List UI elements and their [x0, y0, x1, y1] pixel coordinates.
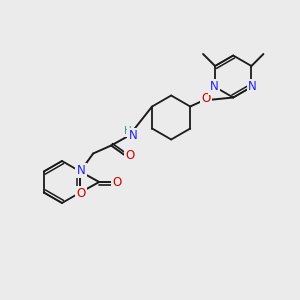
Text: O: O [112, 176, 122, 188]
Text: O: O [126, 149, 135, 162]
Text: H: H [124, 125, 132, 136]
Text: N: N [129, 129, 138, 142]
Text: O: O [76, 187, 86, 200]
Text: N: N [210, 80, 218, 94]
Text: N: N [248, 80, 257, 94]
Text: N: N [77, 164, 85, 177]
Text: O: O [202, 92, 211, 105]
